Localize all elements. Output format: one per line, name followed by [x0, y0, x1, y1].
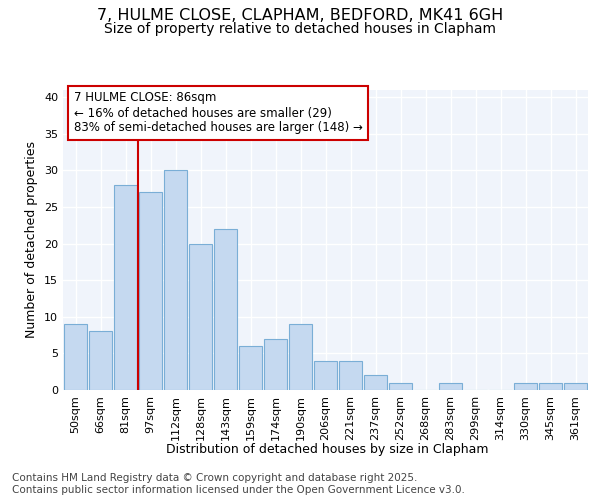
- Bar: [139, 192, 162, 390]
- Bar: [289, 324, 312, 390]
- Bar: [264, 339, 287, 390]
- Text: Distribution of detached houses by size in Clapham: Distribution of detached houses by size …: [166, 442, 488, 456]
- Bar: [364, 376, 387, 390]
- Bar: [314, 360, 337, 390]
- Bar: [214, 229, 237, 390]
- Bar: [64, 324, 87, 390]
- Text: Size of property relative to detached houses in Clapham: Size of property relative to detached ho…: [104, 22, 496, 36]
- Y-axis label: Number of detached properties: Number of detached properties: [25, 142, 38, 338]
- Bar: [539, 382, 562, 390]
- Bar: [89, 332, 112, 390]
- Bar: [189, 244, 212, 390]
- Bar: [564, 382, 587, 390]
- Bar: [339, 360, 362, 390]
- Bar: [164, 170, 187, 390]
- Bar: [114, 185, 137, 390]
- Bar: [439, 382, 462, 390]
- Bar: [514, 382, 537, 390]
- Bar: [389, 382, 412, 390]
- Text: 7, HULME CLOSE, CLAPHAM, BEDFORD, MK41 6GH: 7, HULME CLOSE, CLAPHAM, BEDFORD, MK41 6…: [97, 8, 503, 22]
- Text: Contains HM Land Registry data © Crown copyright and database right 2025.
Contai: Contains HM Land Registry data © Crown c…: [12, 474, 465, 495]
- Bar: [239, 346, 262, 390]
- Text: 7 HULME CLOSE: 86sqm
← 16% of detached houses are smaller (29)
83% of semi-detac: 7 HULME CLOSE: 86sqm ← 16% of detached h…: [74, 92, 362, 134]
